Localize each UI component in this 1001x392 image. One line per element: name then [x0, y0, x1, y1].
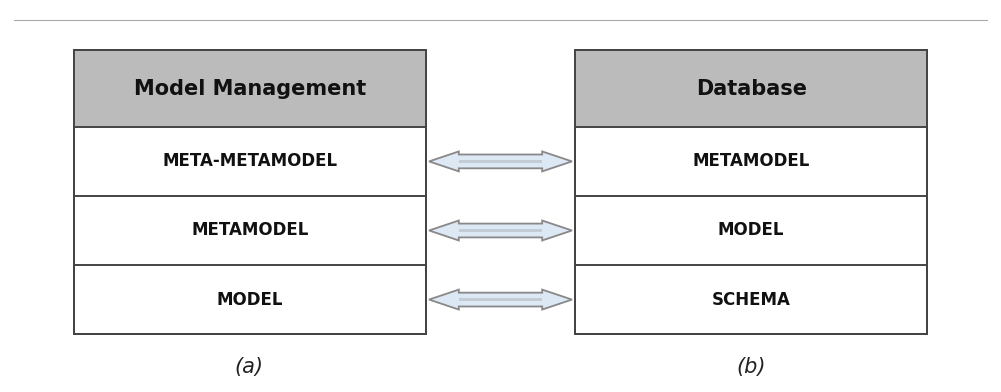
Polygon shape	[429, 290, 572, 310]
Polygon shape	[429, 221, 572, 240]
Bar	[458, 298, 543, 301]
Bar	[575, 50, 927, 334]
Text: (a): (a)	[235, 357, 264, 377]
Text: METAMODEL: METAMODEL	[693, 152, 810, 171]
Text: Database: Database	[696, 78, 807, 98]
Bar	[458, 160, 543, 163]
Text: MODEL: MODEL	[718, 221, 785, 240]
Bar	[74, 50, 426, 334]
Text: (b): (b)	[736, 357, 766, 377]
Bar	[74, 50, 426, 127]
Text: MODEL: MODEL	[216, 290, 283, 309]
Text: METAMODEL: METAMODEL	[191, 221, 308, 240]
Bar	[458, 229, 543, 232]
Bar	[74, 50, 426, 334]
Text: META-METAMODEL: META-METAMODEL	[162, 152, 337, 171]
Polygon shape	[429, 151, 572, 171]
Bar	[575, 50, 927, 127]
Bar	[575, 50, 927, 334]
Text: SCHEMA: SCHEMA	[712, 290, 791, 309]
Text: Model Management: Model Management	[134, 78, 366, 98]
